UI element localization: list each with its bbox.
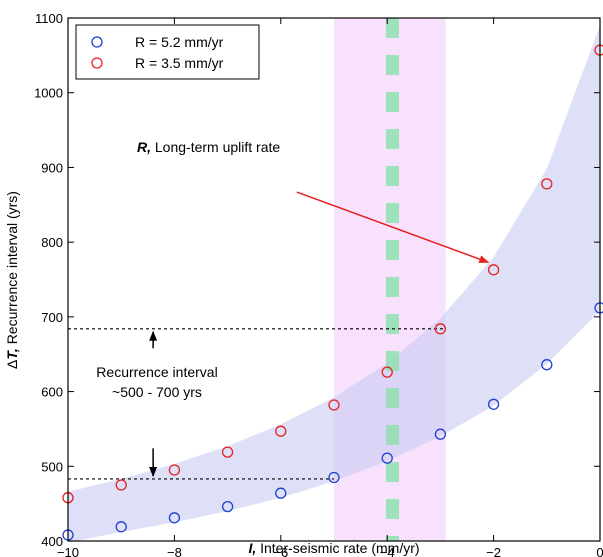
series-1-point [221, 446, 234, 458]
y-tick-label: 500 [41, 459, 63, 474]
y-axis-label-symbol: T, [4, 348, 20, 359]
y-tick-label: 400 [41, 534, 63, 549]
series-0-point [275, 487, 287, 499]
x-tick-label: −8 [167, 545, 182, 557]
x-axis-label: I, Inter-seismic rate (mm/yr) [248, 540, 419, 556]
y-axis-label: ΔT, Recurrence interval (yrs) [4, 191, 20, 369]
series-1-point [275, 425, 287, 437]
interval-label-line1: Recurrence interval [96, 364, 217, 380]
series-0-point [168, 512, 181, 524]
uplift-rate-arrow [296, 191, 490, 264]
legend-marker-r52 [91, 36, 103, 48]
series-0-point [381, 452, 393, 464]
series-0-point [221, 500, 234, 513]
legend-marker-r35 [91, 57, 103, 69]
plot-area-frame [67, 17, 601, 542]
y-tick-label: 1100 [35, 11, 63, 26]
uplift-rate-annotation: R, Long-term uplift rate [137, 139, 280, 155]
uplift-rate-text: Long-term uplift rate [151, 139, 280, 155]
legend-label-r35: R = 3.5 mm/yr [135, 55, 224, 71]
series-1-point [434, 323, 447, 335]
legend-label-r52: R = 5.2 mm/yr [135, 34, 224, 50]
x-tick-label: −10 [57, 545, 79, 557]
y-axis-label-prefix: Δ [4, 360, 20, 369]
x-tick-label: −2 [486, 545, 501, 557]
series-1-point [381, 366, 393, 378]
x-tick-label: −4 [380, 545, 395, 557]
x-axis-label-text: Inter-seismic rate (mm/yr) [256, 540, 419, 556]
series-0-point [541, 359, 553, 371]
series-0-point [487, 398, 500, 410]
series-1-point [541, 178, 553, 190]
x-tick-label: −6 [273, 545, 288, 557]
y-tick-label: 700 [41, 310, 63, 325]
series-0-point [328, 471, 340, 484]
uplift-rate-symbol: R, [137, 139, 151, 155]
interval-label-line2: ~500 - 700 yrs [112, 384, 202, 400]
uncertainty-band [68, 25, 600, 541]
interval-label-bg [80, 362, 234, 404]
legend: R = 5.2 mm/yr R = 3.5 mm/yr [75, 24, 260, 80]
series-1-point [168, 464, 181, 476]
y-tick-label: 600 [41, 385, 63, 400]
series-1-point [328, 399, 340, 411]
series-1-point [115, 479, 127, 491]
series-1-point [487, 264, 500, 276]
y-axis-label-text: Recurrence interval (yrs) [4, 191, 20, 348]
x-axis-label-symbol: I, [248, 540, 256, 556]
x-tick-label: 0 [596, 545, 603, 557]
y-tick-label: 800 [41, 235, 63, 250]
legend-box [75, 24, 260, 80]
series-0-point [434, 428, 447, 440]
y-tick-label: 900 [41, 160, 63, 175]
y-tick-label: 1000 [34, 86, 63, 101]
series-0-point [115, 521, 127, 533]
